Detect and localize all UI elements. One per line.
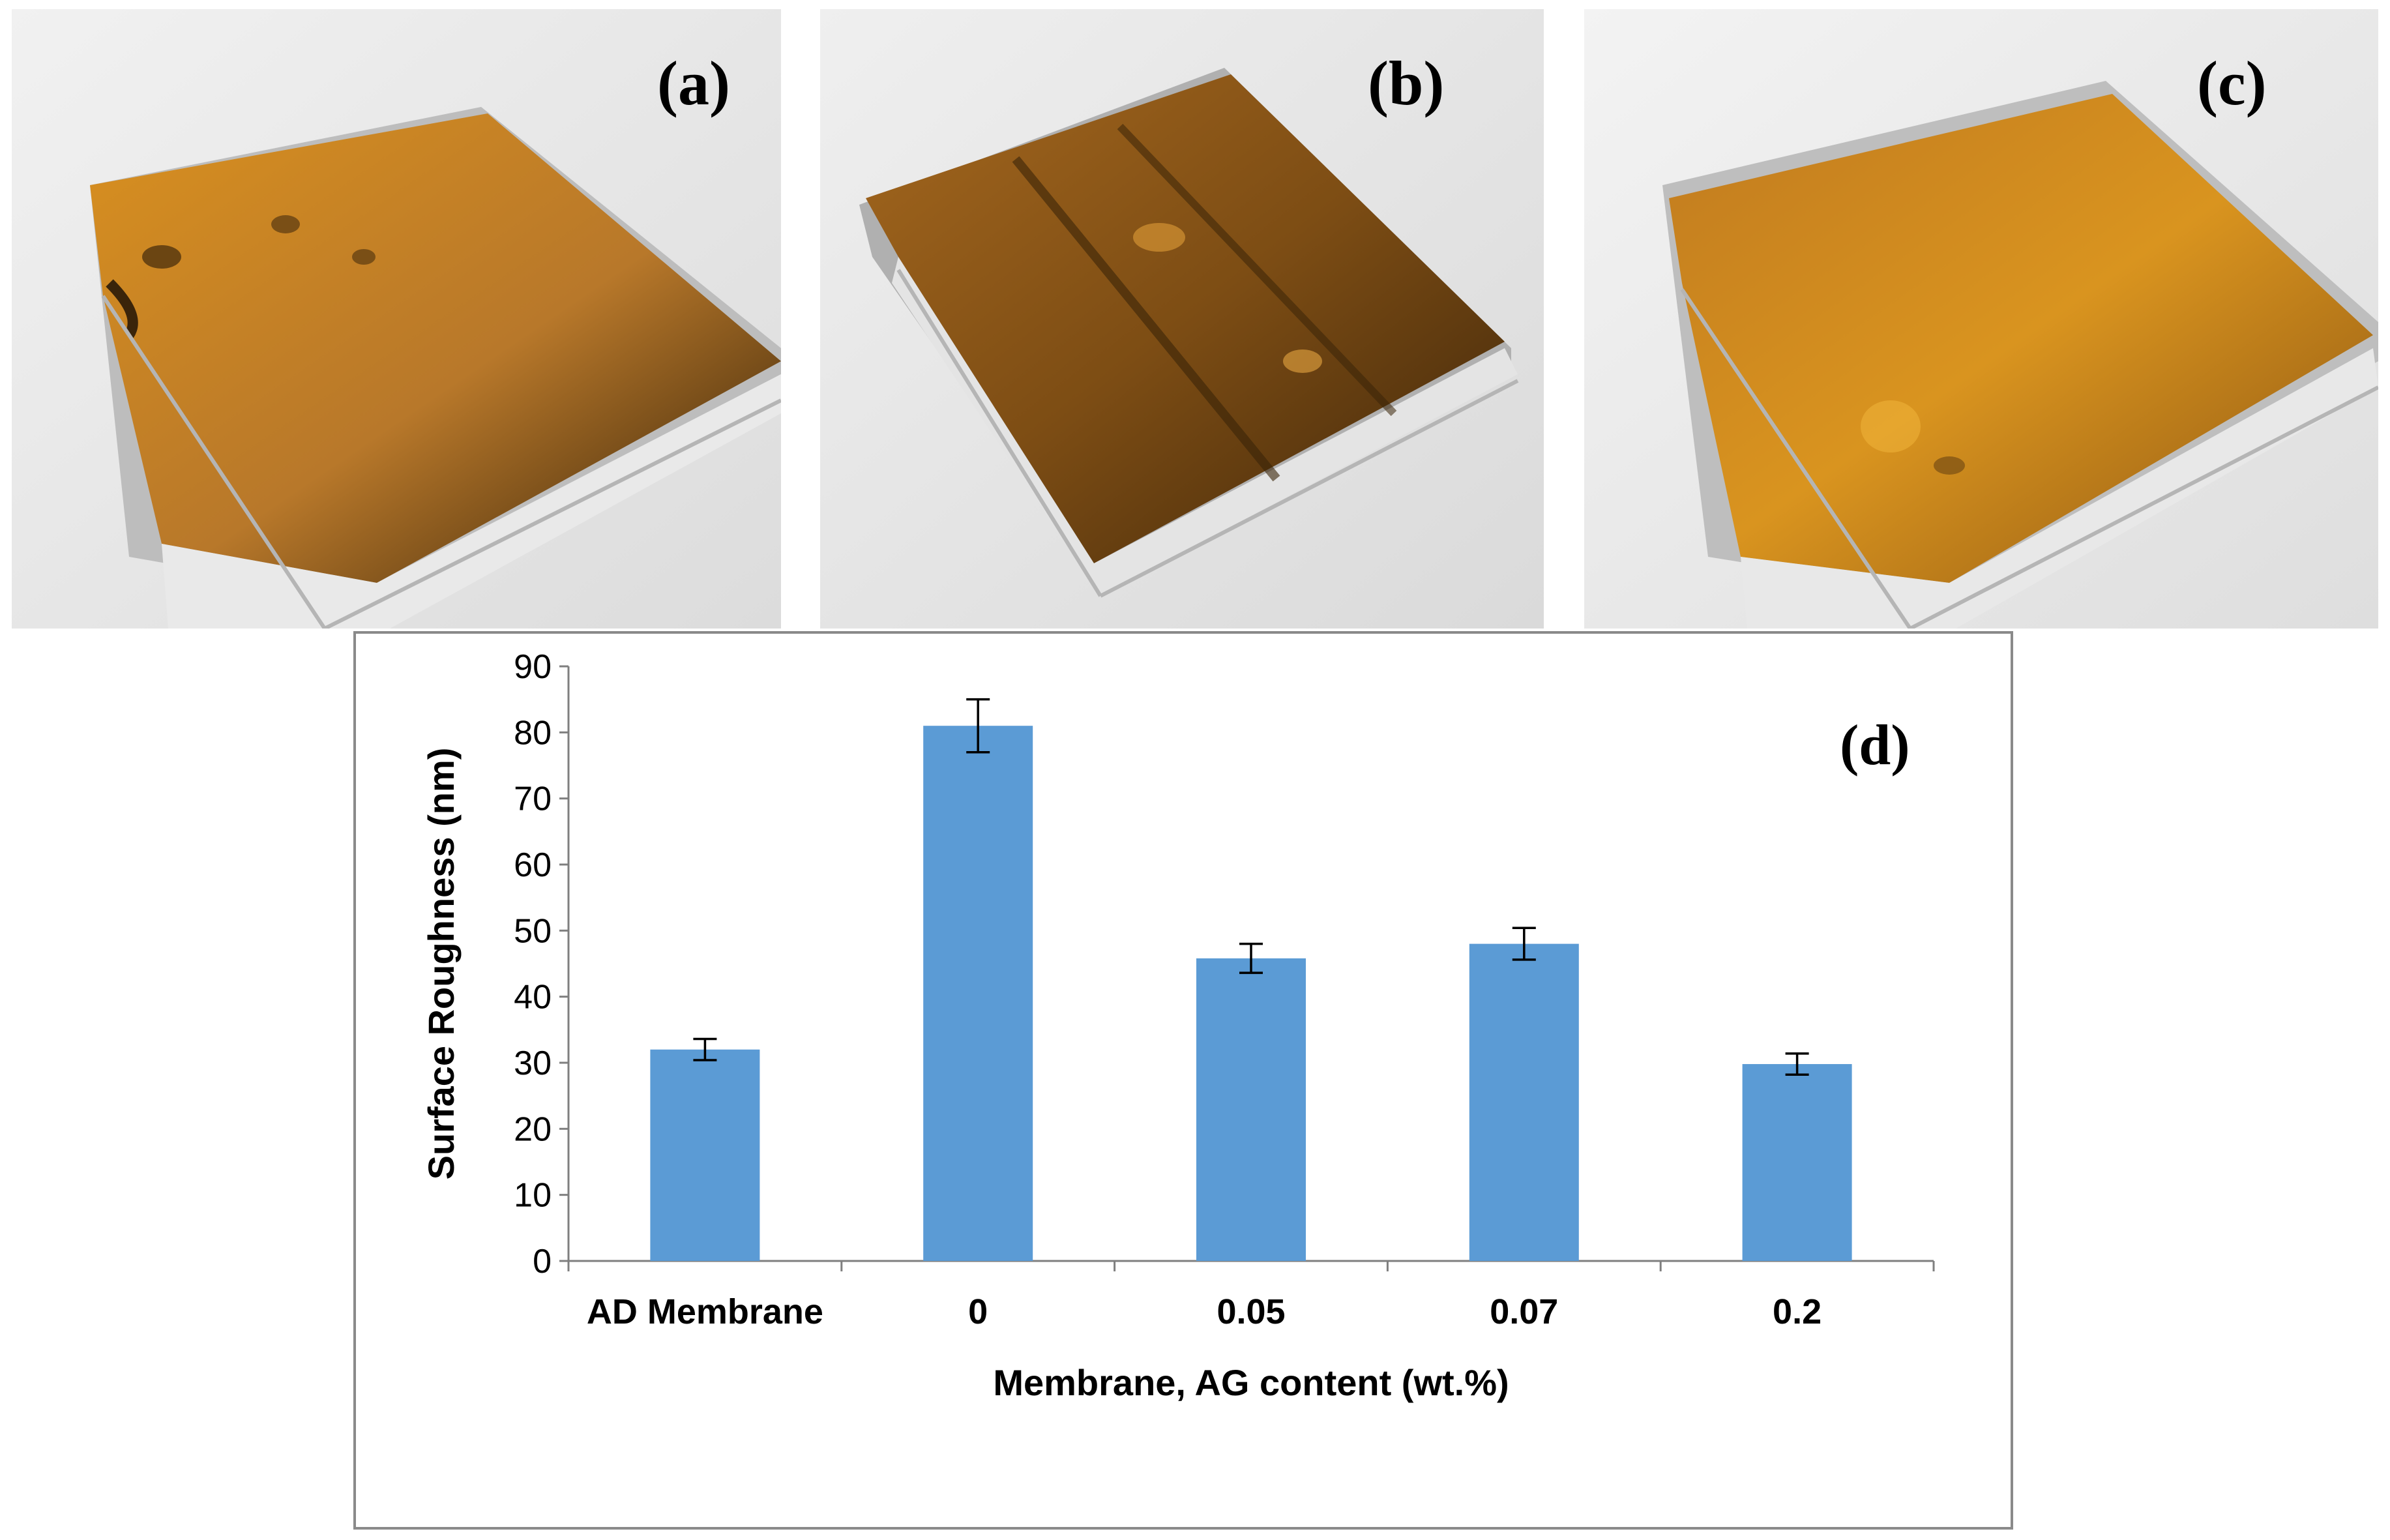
bars — [650, 726, 1852, 1261]
y-tick-label: 90 — [514, 648, 552, 686]
x-category-label: 0.2 — [1773, 1292, 1822, 1331]
y-tick-label: 0 — [533, 1243, 552, 1281]
chart-frame: 0 10 20 30 40 50 60 70 80 90 AD Membrane 0 0.05 0.07… — [353, 631, 2013, 1530]
bar — [1469, 943, 1579, 1261]
afm-surface-b — [820, 9, 1544, 629]
y-tick-label: 60 — [514, 846, 552, 884]
y-tick-label: 70 — [514, 780, 552, 818]
afm-panel-c: (c) — [1584, 9, 2378, 629]
x-axis: AD Membrane 0 0.05 0.07 0.2 — [567, 1260, 1935, 1331]
y-axis-title: Surface Roughness (nm) — [420, 748, 462, 1180]
y-axis: 0 10 20 30 40 50 60 70 80 90 — [514, 648, 570, 1281]
bar — [650, 1049, 760, 1261]
x-axis-title: Membrane, AG content (wt.%) — [993, 1362, 1509, 1403]
x-category-label: 0.05 — [1217, 1292, 1285, 1331]
x-category-label: 0.07 — [1490, 1292, 1558, 1331]
bar — [1742, 1064, 1852, 1261]
y-tick-label: 30 — [514, 1044, 552, 1082]
y-tick-label: 40 — [514, 979, 552, 1016]
panel-label-a: (a) — [657, 48, 730, 118]
afm-surface-c — [1584, 9, 2378, 629]
panel-label-b: (b) — [1368, 48, 1445, 118]
afm-surface-a — [12, 9, 781, 629]
panel-label-d: (d) — [1840, 714, 1910, 777]
bar-chart: 0 10 20 30 40 50 60 70 80 90 AD Membrane 0 0.05 0.07… — [420, 648, 1935, 1403]
bar — [923, 726, 1033, 1261]
afm-panel-b: (b) — [820, 9, 1544, 629]
bar — [1196, 958, 1306, 1261]
x-category-label: 0 — [968, 1292, 988, 1331]
x-category-label: AD Membrane — [587, 1292, 823, 1331]
y-tick-label: 10 — [514, 1177, 552, 1215]
panel-label-c: (c) — [2197, 48, 2267, 118]
y-tick-label: 80 — [514, 714, 552, 752]
error-bars — [693, 698, 1809, 1076]
y-tick-label: 20 — [514, 1110, 552, 1148]
afm-panel-a: (a) — [12, 9, 781, 629]
y-tick-label: 50 — [514, 912, 552, 950]
